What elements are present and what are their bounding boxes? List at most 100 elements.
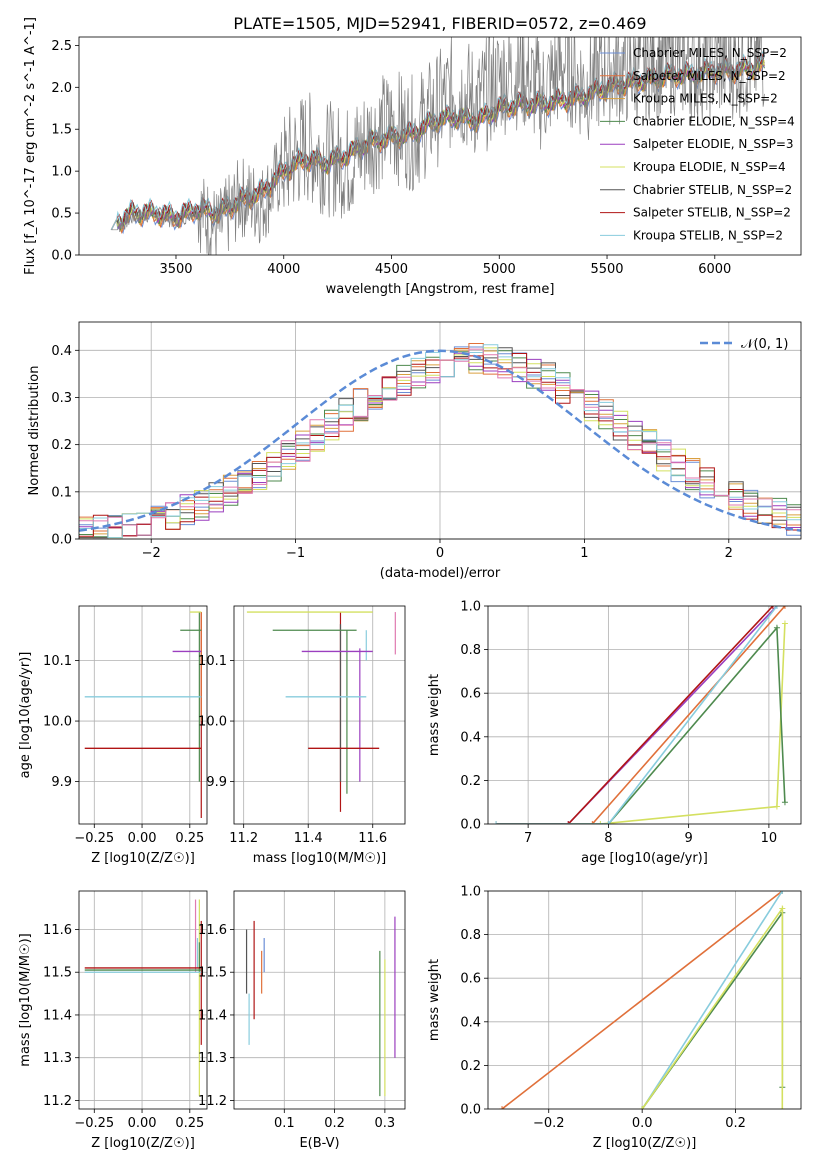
y-axis-label: mass weight [427,959,442,1041]
y-axis-label: mass [log10(M/M☉)] [18,933,33,1066]
chart-mass-weight-Z: −0.2 0.0 0.2 0.0 0.2 0.4 0.6 0.8 1.0 Z [log10(Z/Z… [427,885,802,1151]
legend-label: Chabrier STELIB, N_SSP=2 [633,183,792,197]
y-tick-label: 2.0 [51,81,72,96]
x-tick-label: 9 [685,831,693,846]
y-tick-label: 0.6 [460,687,481,702]
point-marker [605,821,612,824]
axes-frame [487,890,802,1110]
legend-label: Salpeter STELIB, N_SSP=2 [633,206,791,220]
legend-label: Salpeter ELODIE, N_SSP=3 [633,137,794,151]
y-tick-label: 11.3 [198,1051,227,1066]
legend-label: 𝒩(0, 1) [741,337,788,352]
x-tick-label: 10 [761,831,778,846]
cumulative-line [641,905,784,1109]
axes-frame [78,605,208,825]
y-tick-label: 0.4 [51,344,72,359]
x-tick-label: 0.3 [375,1116,396,1131]
y-tick-label: 0.3 [51,391,72,406]
residual-histogram [79,348,801,536]
point-marker [597,821,604,824]
y-tick-label: 0.8 [460,928,481,943]
chart-mass-weight-age: 7 8 9 10 0.0 0.2 0.4 0.6 0.8 1.0 age [log10(age/yr… [427,600,802,866]
point-marker [779,891,786,894]
x-tick-label: 6000 [698,262,731,277]
x-tick-label: 3500 [159,262,192,277]
y-tick-label: 1.0 [460,885,481,900]
y-tick-label: 0.1 [51,485,72,500]
x-tick-label: −0.2 [533,1116,565,1131]
x-tick-label: 11.6 [358,831,387,846]
normal-curve [79,349,801,532]
x-tick-label: 11.2 [229,831,258,846]
chart-residuals: 𝒩(0, 1) −2 −1 0 1 2 0.0 0.1 0.2 0.3 0.4 (data-model… [27,321,802,581]
x-tick-label: 11.4 [294,831,323,846]
y-tick-label: 1.5 [51,123,72,138]
y-tick-label: 11.5 [43,966,72,981]
x-tick-label: 4000 [267,262,300,277]
chart-mass-Z: −0.25 0.00 0.25 11.2 11.3 11.4 11.5 11.6 Z [log1… [18,890,208,1151]
axes-frame [233,890,406,1110]
point-marker [781,620,788,627]
cumulative-line [496,606,778,824]
point-marker [781,799,788,806]
x-tick-label: 0.00 [128,831,157,846]
cumulative-line [501,891,783,1109]
y-tick-label: 11.4 [43,1008,72,1023]
x-tick-label: 8 [604,831,612,846]
chart-spectrum: Chabrier MILES, N_SSP=2 Salpeter MILES, N… [23,17,802,297]
y-tick-label: 2.5 [51,39,72,54]
y-tick-label: 11.3 [43,1051,72,1066]
legend-label: Salpeter MILES, N_SSP=2 [633,69,786,83]
plot-area [84,899,202,1097]
grid [488,890,801,1110]
y-tick-label: 11.5 [198,966,227,981]
cumulative-line [496,623,786,824]
y-tick-label: 11.2 [198,1094,227,1109]
chart-age-mass: 11.2 11.4 11.6 9.9 10.0 10.1 mass [log10(M/M☉)… [198,605,406,866]
x-tick-label: 0.2 [725,1116,746,1131]
x-axis-label: wavelength [Angstrom, rest frame] [326,282,555,297]
y-tick-label: 0.0 [51,533,72,548]
x-tick-label: −2 [142,546,161,561]
x-tick-label: 5000 [483,262,516,277]
grid [488,605,801,825]
y-tick-label: 9.9 [206,775,227,790]
y-tick-label: 0.0 [460,818,481,833]
legend-label: Kroupa MILES, N_SSP=2 [633,92,778,106]
x-axis-label: E(B-V) [299,1136,339,1151]
point-marker [779,1106,786,1109]
y-tick-label: 11.2 [43,1094,72,1109]
data-line [111,37,765,255]
grid [79,606,207,824]
point-marker [779,905,786,912]
x-tick-label: 0.0 [632,1116,653,1131]
y-axis-label: Normed distribution [27,366,42,496]
x-tick-label: 5500 [590,262,623,277]
cumulative-line [496,625,786,824]
axes-frame [78,36,802,256]
x-tick-label: 1 [580,546,588,561]
plot-area [246,611,396,812]
plot-area [493,606,788,824]
legend: 𝒩(0, 1) [700,337,788,352]
y-tick-label: 1.0 [460,600,481,615]
x-axis-label: Z [log10(Z/Z☉)] [91,1136,195,1151]
y-tick-label: 9.9 [51,775,72,790]
plot-area [84,611,202,818]
axes-frame [487,605,802,825]
y-tick-label: 10.1 [198,654,227,669]
legend-label: Chabrier ELODIE, N_SSP=4 [633,114,795,128]
point-marker [499,1106,506,1109]
y-tick-label: 10.0 [43,715,72,730]
y-axis-label: mass weight [427,674,442,756]
x-axis-label: age [log10(age/yr)] [581,851,708,866]
grid [234,606,405,824]
y-axis-label: Flux [f_λ 10^-17 erg cm^-2 s^-1 A^-1] [23,17,38,275]
x-tick-label: 7 [524,831,532,846]
x-axis-label: (data-model)/error [380,566,501,581]
point-marker [565,821,572,824]
point-marker [773,624,780,631]
y-tick-label: 0.4 [460,1015,481,1030]
legend-label: Chabrier MILES, N_SSP=2 [633,46,787,60]
point-marker [639,1106,646,1109]
